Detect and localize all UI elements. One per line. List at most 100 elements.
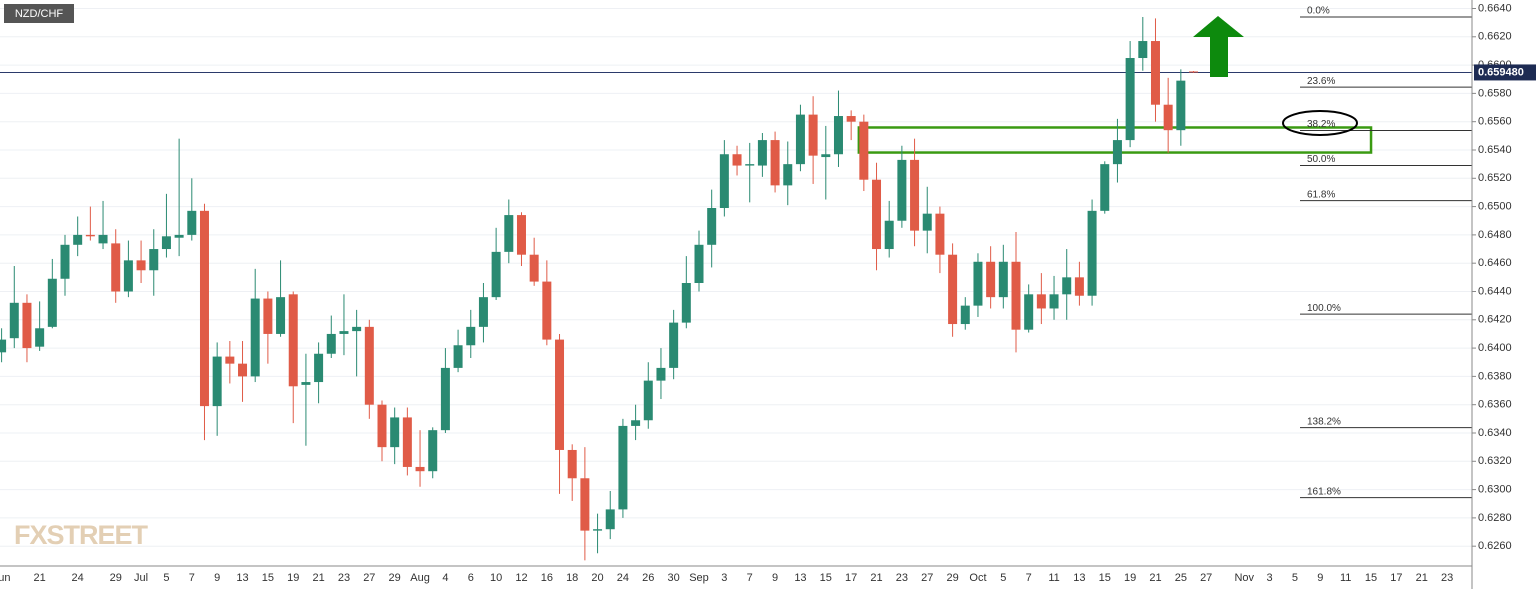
x-tick-label: Nov xyxy=(1234,572,1254,584)
candle-body xyxy=(390,417,400,448)
candle-body xyxy=(757,140,767,166)
x-tick-label: 11 xyxy=(1048,572,1059,584)
candle-body xyxy=(1138,41,1148,59)
candle-body xyxy=(98,234,108,244)
candle-body xyxy=(352,326,362,332)
x-tick-label: 13 xyxy=(236,572,248,584)
y-tick-label: 0.6300 xyxy=(1478,483,1512,495)
candle-body xyxy=(288,294,298,387)
x-tick-label: 4 xyxy=(442,572,448,584)
candle-body xyxy=(745,164,755,166)
x-tick-label: 29 xyxy=(946,572,958,584)
candle-body xyxy=(415,466,425,472)
x-tick-label: 20 xyxy=(591,572,603,584)
candle-body xyxy=(833,116,843,155)
x-tick-label: 5 xyxy=(1292,572,1298,584)
candle-body xyxy=(631,420,641,426)
candle-body xyxy=(719,154,729,209)
candle-body xyxy=(314,353,324,383)
candle-body xyxy=(516,215,526,255)
x-tick-label: 5 xyxy=(1000,572,1006,584)
x-tick-label: 19 xyxy=(1124,572,1136,584)
candle-body xyxy=(567,449,577,479)
candle-body xyxy=(872,179,882,250)
candle-body xyxy=(783,164,793,186)
x-tick-label: Jul xyxy=(134,572,148,584)
y-tick-label: 0.6500 xyxy=(1478,200,1512,212)
candle-body xyxy=(821,154,831,158)
x-tick-label: 19 xyxy=(287,572,299,584)
candle-body xyxy=(364,326,374,405)
candle-body xyxy=(1074,277,1084,296)
candle-body xyxy=(35,328,45,347)
plot: 0.0% 23.6% 38.2% 50.0% 61.8% 100.0% 138.2% 161.… xyxy=(0,6,1472,561)
candle-body xyxy=(161,236,171,250)
candle-body xyxy=(9,302,19,339)
x-tick-label: 24 xyxy=(617,572,629,584)
candle-body xyxy=(910,159,920,231)
candle-body xyxy=(187,210,197,235)
x-tick-label: 7 xyxy=(747,572,753,584)
x-tick-label: 17 xyxy=(1390,572,1402,584)
x-tick-label: Jun xyxy=(0,572,10,584)
x-tick-label: 21 xyxy=(1416,572,1428,584)
candle-body xyxy=(681,283,691,323)
candle-body xyxy=(428,430,438,472)
x-tick-label: Aug xyxy=(410,572,430,584)
x-tick-label: 17 xyxy=(845,572,857,584)
x-tick-label: 23 xyxy=(896,572,908,584)
candle-body xyxy=(808,114,818,156)
x-tick-label: 9 xyxy=(1317,572,1323,584)
x-tick-label: 11 xyxy=(1340,572,1351,584)
candle-body xyxy=(1125,58,1135,141)
fib-label: 161.8% xyxy=(1307,486,1341,497)
x-tick-label: 16 xyxy=(541,572,553,584)
y-tick-label: 0.6440 xyxy=(1478,285,1512,297)
candle-body xyxy=(732,154,742,166)
candle-body xyxy=(466,326,476,346)
x-tick-label: 13 xyxy=(794,572,806,584)
x-tick-label: 15 xyxy=(1099,572,1111,584)
candle-body xyxy=(859,121,869,180)
x-tick-label: 30 xyxy=(668,572,680,584)
candle-body xyxy=(453,345,463,368)
candle-body xyxy=(0,339,7,353)
candle-body xyxy=(339,331,349,334)
candle-body xyxy=(795,114,805,165)
x-tick-label: 25 xyxy=(1175,572,1187,584)
candle-body xyxy=(478,297,488,327)
fib-label: 138.2% xyxy=(1307,416,1341,427)
candle-body xyxy=(73,234,83,245)
candle-body xyxy=(1112,140,1122,165)
candle-body xyxy=(618,425,628,510)
candle-body xyxy=(377,404,387,448)
candle-body xyxy=(580,478,590,531)
x-tick-label: 29 xyxy=(110,572,122,584)
candle-body xyxy=(555,339,565,450)
candle-body xyxy=(770,140,780,186)
y-tick-label: 0.6580 xyxy=(1478,87,1512,99)
y-tick-label: 0.6360 xyxy=(1478,399,1512,411)
x-tick-label: 7 xyxy=(189,572,195,584)
x-tick-label: 27 xyxy=(1200,572,1212,584)
candle-body xyxy=(238,363,248,377)
y-tick-label: 0.6480 xyxy=(1478,229,1512,241)
x-tick-label: 7 xyxy=(1026,572,1032,584)
candle-body xyxy=(1163,104,1173,131)
x-tick-label: 24 xyxy=(72,572,84,584)
y-tick-label: 0.6460 xyxy=(1478,257,1512,269)
candle-body xyxy=(922,213,932,231)
candle-body xyxy=(47,278,57,327)
y-tick-label: 0.6380 xyxy=(1478,370,1512,382)
y-tick-label: 0.6540 xyxy=(1478,144,1512,156)
candle-body xyxy=(643,380,653,421)
x-tick-label: 29 xyxy=(389,572,401,584)
fib-label: 23.6% xyxy=(1307,76,1335,87)
candle-body xyxy=(402,417,412,467)
y-tick-label: 0.6260 xyxy=(1478,540,1512,552)
x-tick-label: 10 xyxy=(490,572,502,584)
candle-body xyxy=(1100,164,1110,211)
x-tick-label: 9 xyxy=(772,572,778,584)
